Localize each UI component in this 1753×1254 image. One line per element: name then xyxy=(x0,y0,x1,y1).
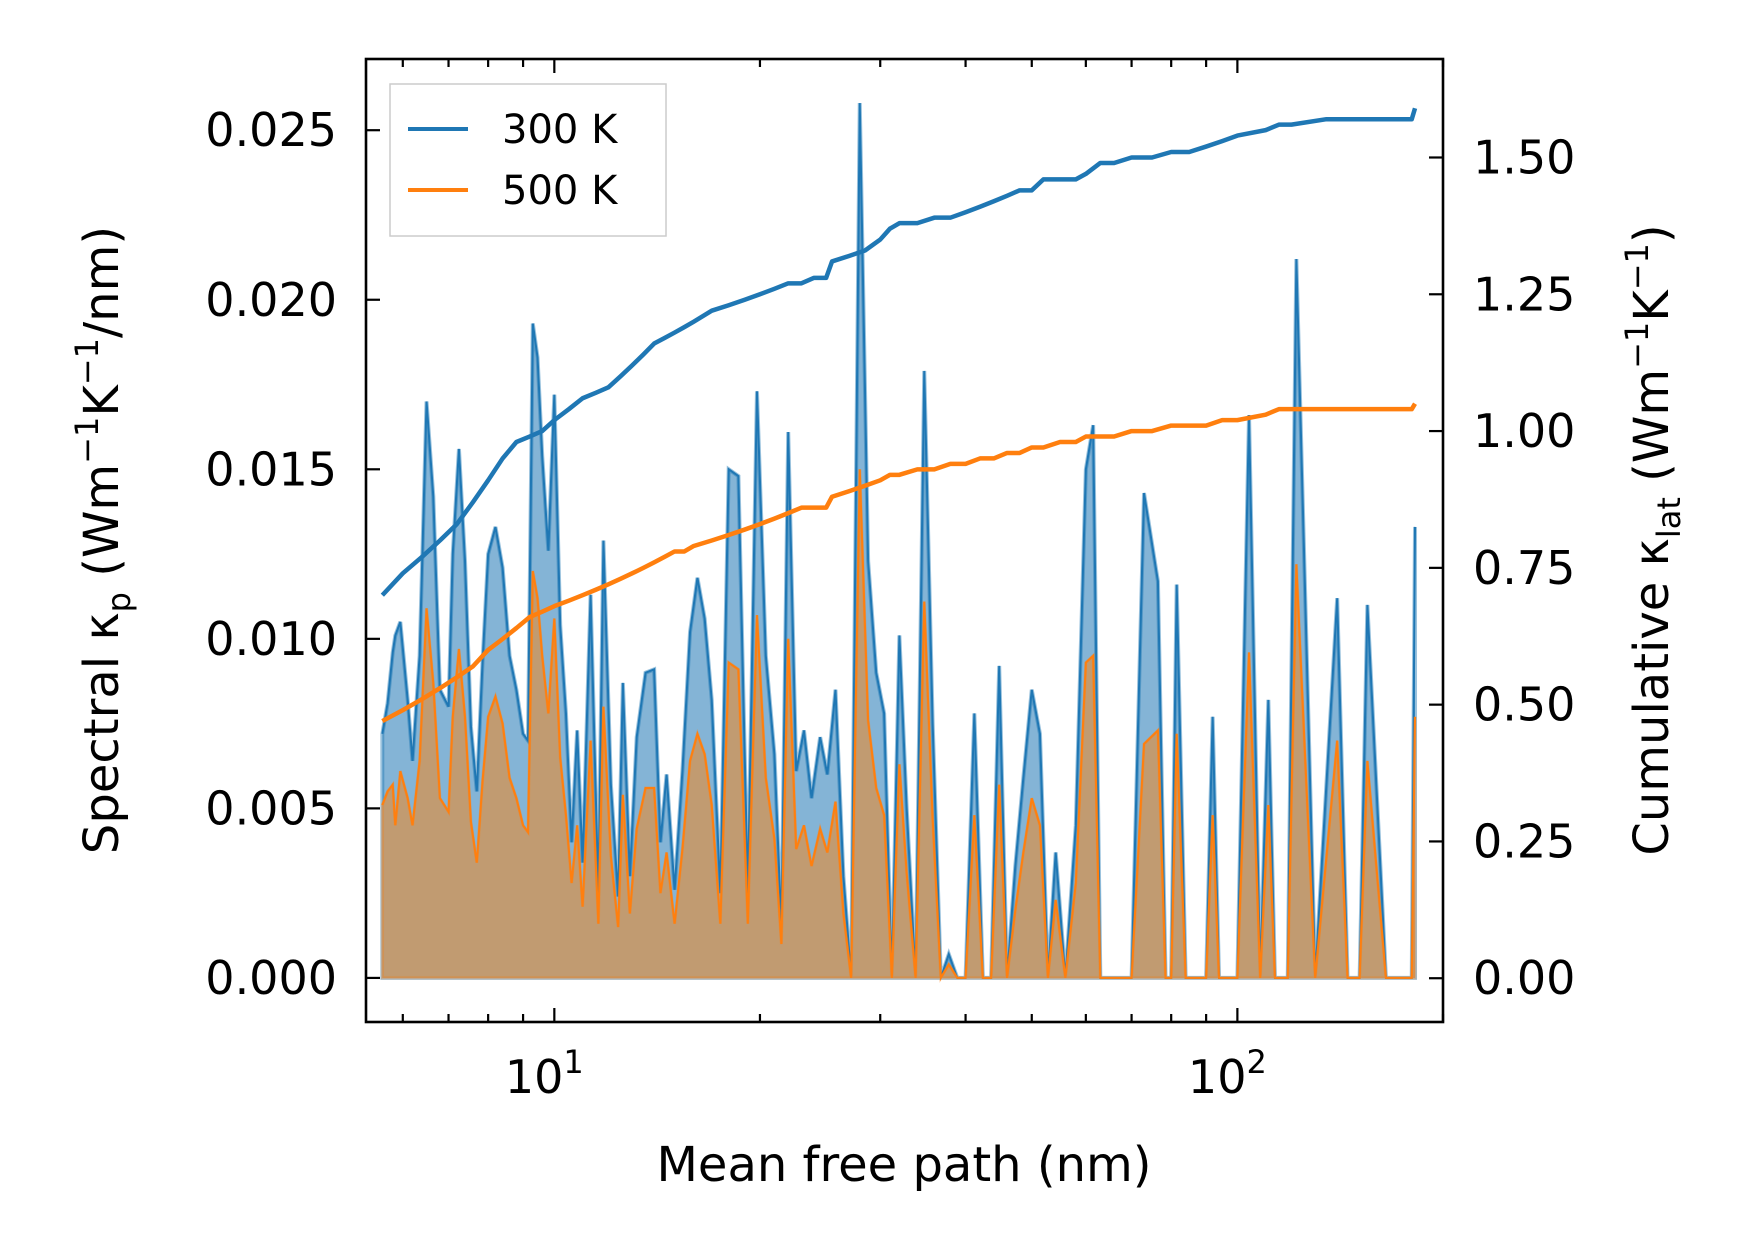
y-right-tick-label: 0.25 xyxy=(1473,814,1575,868)
x-tick-label: 102 xyxy=(1188,1043,1267,1104)
y-left-tick-label: 0.020 xyxy=(205,273,337,327)
y-right-tick-label: 0.50 xyxy=(1473,678,1575,732)
x-axis-label: Mean free path (nm) xyxy=(657,1137,1152,1193)
legend-box xyxy=(389,83,667,237)
spectral-500k-line xyxy=(381,469,1417,982)
y-right-tick-label: 0.00 xyxy=(1473,951,1575,1005)
y-right-tick-label: 0.75 xyxy=(1473,541,1575,595)
legend-label-300k: 300 K xyxy=(502,107,619,153)
y-left-tick-label: 0.010 xyxy=(205,612,337,666)
cumulative-300k-line xyxy=(380,107,1418,597)
y-left-tick-label: 0.025 xyxy=(205,103,337,157)
y-axis-left-label: Spectral κp (Wm−1K−1/nm) xyxy=(68,226,138,854)
y-right-tick-label: 1.50 xyxy=(1473,130,1575,184)
y-left-tick-label: 0.005 xyxy=(205,781,337,835)
legend: 300 K 500 K xyxy=(389,83,667,237)
axis-ticks: 101 102 0.000 0.005 0.010 0.015 0.020 0.025 0.00… xyxy=(205,59,1575,1104)
y-right-tick-label: 1.00 xyxy=(1473,404,1575,458)
cumulative-500k-line xyxy=(381,402,1417,724)
y-left-tick-label: 0.000 xyxy=(205,951,337,1005)
x-tick-label: 101 xyxy=(505,1043,584,1104)
y-axis-right-label: Cumulative κlat (Wm−1K−1) xyxy=(1618,224,1688,855)
y-right-tick-label: 1.25 xyxy=(1473,267,1575,321)
legend-label-500k: 500 K xyxy=(502,168,619,214)
plot-frame xyxy=(364,57,1445,1024)
y-left-tick-label: 0.015 xyxy=(205,442,337,496)
